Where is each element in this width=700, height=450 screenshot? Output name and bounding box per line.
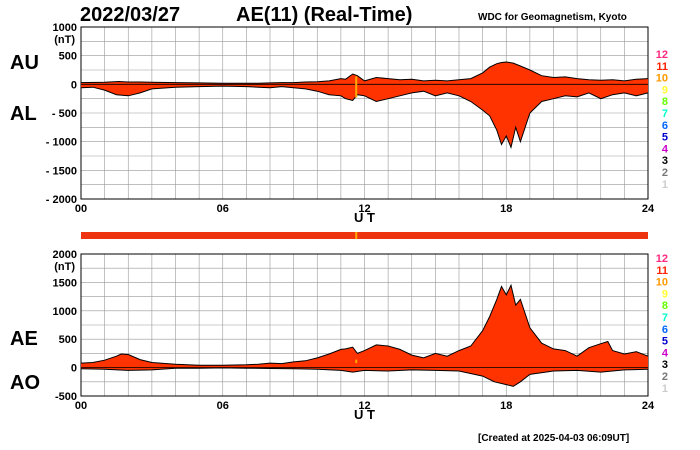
plot-frame-top bbox=[80, 26, 649, 200]
station-count-legend-item: 5 bbox=[662, 336, 668, 348]
station-count-legend-item: 8 bbox=[662, 96, 668, 108]
y-tick-label: - 1500 bbox=[46, 165, 77, 177]
x-tick-label: 12 bbox=[358, 203, 370, 215]
station-count-legend-item: 10 bbox=[656, 73, 668, 85]
y-axis-unit: (nT) bbox=[54, 261, 75, 273]
station-count-legend-item: 1 bbox=[662, 383, 668, 395]
y-tick-label: 1000 bbox=[53, 306, 77, 318]
station-count-legend-item: 9 bbox=[662, 84, 668, 96]
x-tick-label: 00 bbox=[75, 400, 87, 412]
x-tick-label: 06 bbox=[217, 400, 229, 412]
series-label-au: AU bbox=[10, 52, 39, 74]
y-axis-unit: (nT) bbox=[54, 34, 75, 46]
series-line-ao bbox=[80, 367, 649, 387]
x-axis-label: U T bbox=[354, 407, 375, 422]
station-count-legend-item: 3 bbox=[662, 359, 668, 371]
station-count-legend-item: 2 bbox=[662, 371, 668, 383]
series-line-au bbox=[80, 61, 649, 84]
y-tick-label: 1000 bbox=[53, 22, 77, 34]
series-label-ae: AE bbox=[10, 328, 38, 350]
station-count-legend-item: 9 bbox=[662, 288, 668, 300]
station-count-legend-item: 5 bbox=[662, 132, 668, 144]
x-axis-label: U T bbox=[354, 210, 375, 225]
series-line-ae bbox=[80, 283, 649, 366]
area-ae-ao bbox=[81, 285, 648, 387]
station-count-legend-item: 2 bbox=[662, 167, 668, 179]
station-count-legend-item: 11 bbox=[656, 61, 668, 73]
station-count-legend-item: 10 bbox=[656, 277, 668, 289]
x-tick-label: 18 bbox=[500, 203, 512, 215]
data-coverage-strip bbox=[81, 232, 648, 239]
created-timestamp: [Created at 2025-04-03 06:09UT] bbox=[478, 433, 630, 444]
chart-date: 2022/03/27 bbox=[80, 4, 181, 26]
plot-frame-bottom bbox=[80, 253, 649, 397]
y-tick-label: - 2000 bbox=[46, 194, 77, 206]
chart-title: AE(11) (Real-Time) bbox=[236, 4, 413, 26]
x-tick-label: 24 bbox=[642, 400, 655, 412]
station-count-legend-item: 6 bbox=[662, 120, 668, 132]
y-tick-label: - 500 bbox=[52, 108, 77, 120]
station-count-legend-item: 6 bbox=[662, 324, 668, 336]
station-count-legend-item: 11 bbox=[656, 265, 668, 277]
station-count-legend-item: 4 bbox=[662, 143, 669, 155]
x-tick-label: 00 bbox=[75, 203, 87, 215]
station-count-legend-item: 7 bbox=[662, 108, 668, 120]
y-tick-label: - 1000 bbox=[46, 137, 77, 149]
x-tick-label: 12 bbox=[358, 400, 370, 412]
series-label-ao: AO bbox=[10, 372, 40, 394]
station-count-legend-item: 3 bbox=[662, 155, 668, 167]
x-tick-label: 06 bbox=[217, 203, 229, 215]
y-tick-label: 2000 bbox=[53, 249, 77, 261]
coverage-marker bbox=[355, 232, 358, 239]
station-count-legend-item: 4 bbox=[662, 347, 669, 359]
y-tick-label: 0 bbox=[71, 363, 77, 375]
station-count-legend-item: 1 bbox=[662, 179, 668, 191]
y-tick-label: 0 bbox=[71, 79, 77, 91]
station-count-legend-item: 12 bbox=[656, 49, 668, 61]
x-tick-label: 24 bbox=[642, 203, 655, 215]
y-tick-label: 500 bbox=[59, 51, 77, 63]
y-tick-label: 1500 bbox=[53, 277, 77, 289]
station-count-legend-item: 12 bbox=[656, 253, 668, 265]
y-tick-label: 500 bbox=[59, 334, 77, 346]
series-line-al bbox=[80, 85, 649, 150]
station-count-legend-item: 7 bbox=[662, 312, 668, 324]
series-label-al: AL bbox=[10, 103, 37, 125]
data-source: WDC for Geomagnetism, Kyoto bbox=[478, 12, 627, 23]
x-tick-label: 18 bbox=[500, 400, 512, 412]
y-tick-label: -500 bbox=[55, 391, 77, 403]
station-count-legend-item: 8 bbox=[662, 300, 668, 312]
